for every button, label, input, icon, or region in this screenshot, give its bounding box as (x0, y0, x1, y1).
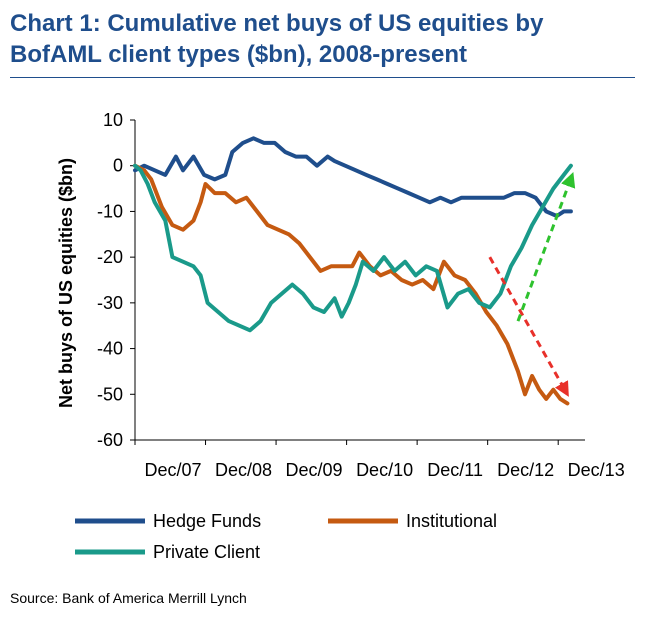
y-tick-label: -30 (97, 293, 123, 313)
legend-label-hedge-funds: Hedge Funds (153, 511, 261, 531)
y-tick-label: -40 (97, 339, 123, 359)
source-note: Source: Bank of America Merrill Lynch (10, 590, 247, 606)
x-tick-label: Dec/09 (286, 460, 343, 480)
legend: Hedge Funds Institutional Private Client (75, 511, 497, 562)
y-tick-label: 10 (103, 110, 123, 130)
series-line-hedge-funds (133, 136, 573, 218)
trend-arrow (488, 256, 569, 397)
y-tick-label: -10 (97, 201, 123, 221)
x-tick-label: Dec/13 (568, 460, 625, 480)
title-divider (10, 77, 635, 78)
y-tick-label: -60 (97, 430, 123, 450)
x-tick-label: Dec/07 (144, 460, 201, 480)
series-line-institutional (133, 163, 570, 406)
y-tick-label: 0 (113, 156, 123, 176)
x-tick-label: Dec/08 (215, 460, 272, 480)
y-tick-label: -20 (97, 247, 123, 267)
x-tick-label: Dec/11 (427, 460, 483, 480)
legend-label-private-client: Private Client (153, 542, 260, 562)
x-tick-label: Dec/10 (356, 460, 413, 480)
x-tick-label: Dec/12 (497, 460, 554, 480)
legend-label-institutional: Institutional (406, 511, 497, 531)
series-line-private-client (133, 163, 573, 333)
y-tick-label: -50 (97, 384, 123, 404)
chart-title: Chart 1: Cumulative net buys of US equit… (10, 10, 544, 68)
trend-arrow (516, 172, 576, 322)
y-axis-label: Net buys of US equities ($bn) (56, 158, 76, 408)
